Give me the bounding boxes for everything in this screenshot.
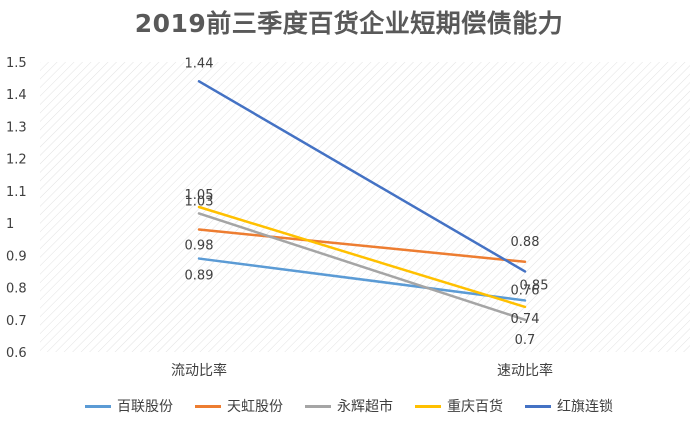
legend-item: 永辉超市 bbox=[305, 396, 393, 416]
series-line bbox=[197, 228, 527, 264]
y-tick-label: 1 bbox=[6, 217, 14, 232]
series-lines bbox=[197, 80, 527, 322]
y-axis-ticks: 1.5 1.4 1.3 1.2 1.1 1 0.9 0.8 0.7 0.6 bbox=[6, 56, 27, 361]
plot-area-background bbox=[40, 62, 690, 352]
y-tick-label: 1.3 bbox=[6, 120, 27, 135]
x-category-label: 速动比率 bbox=[497, 362, 553, 379]
x-category-label: 流动比率 bbox=[171, 362, 227, 379]
legend-item: 红旗连锁 bbox=[525, 396, 613, 416]
series-line bbox=[197, 205, 527, 309]
legend-item: 天虹股份 bbox=[195, 396, 283, 416]
legend-label: 红旗连锁 bbox=[557, 399, 613, 415]
data-label: 0.7 bbox=[515, 333, 536, 348]
legend-swatch bbox=[415, 404, 441, 408]
data-label: 0.85 bbox=[520, 278, 549, 293]
legend-label: 永辉超市 bbox=[337, 399, 393, 415]
data-label: 0.74 bbox=[511, 312, 540, 327]
data-label: 0.98 bbox=[185, 239, 214, 254]
legend-item: 百联股份 bbox=[85, 396, 173, 416]
chart-title: 2019前三季度百货企业短期偿债能力 bbox=[134, 9, 564, 38]
data-labels: 0.89 0.76 0.98 0.88 1.03 0.7 1.05 0.74 1.44 0.85 bbox=[185, 56, 549, 347]
legend-swatch bbox=[305, 404, 331, 408]
data-label: 0.76 bbox=[511, 283, 540, 298]
legend-label: 天虹股份 bbox=[227, 399, 283, 415]
series-line bbox=[197, 257, 527, 302]
data-label: 1.05 bbox=[185, 188, 214, 203]
y-tick-label: 1.5 bbox=[6, 56, 27, 71]
y-tick-label: 0.9 bbox=[6, 249, 27, 264]
x-axis-categories: 流动比率 速动比率 bbox=[171, 362, 553, 379]
data-label: 0.88 bbox=[511, 235, 540, 250]
chart-legend: 百联股份 天虹股份 永辉超市 重庆百货 红旗连锁 bbox=[0, 396, 698, 416]
y-tick-label: 0.6 bbox=[6, 346, 27, 361]
y-tick-label: 1.2 bbox=[6, 153, 27, 168]
y-tick-label: 0.8 bbox=[6, 282, 27, 297]
legend-item: 重庆百货 bbox=[415, 396, 503, 416]
legend-swatch bbox=[525, 404, 551, 408]
series-line bbox=[197, 80, 527, 273]
legend-label: 百联股份 bbox=[117, 399, 173, 415]
legend-label: 重庆百货 bbox=[447, 399, 503, 415]
data-label: 1.03 bbox=[185, 194, 214, 209]
legend-swatch bbox=[85, 404, 111, 408]
y-tick-label: 0.7 bbox=[6, 314, 27, 329]
data-label: 1.44 bbox=[185, 56, 214, 71]
legend-swatch bbox=[195, 404, 221, 408]
series-line bbox=[197, 212, 527, 322]
data-label: 0.89 bbox=[185, 269, 214, 284]
y-tick-label: 1.4 bbox=[6, 88, 27, 103]
y-tick-label: 1.1 bbox=[6, 185, 27, 200]
